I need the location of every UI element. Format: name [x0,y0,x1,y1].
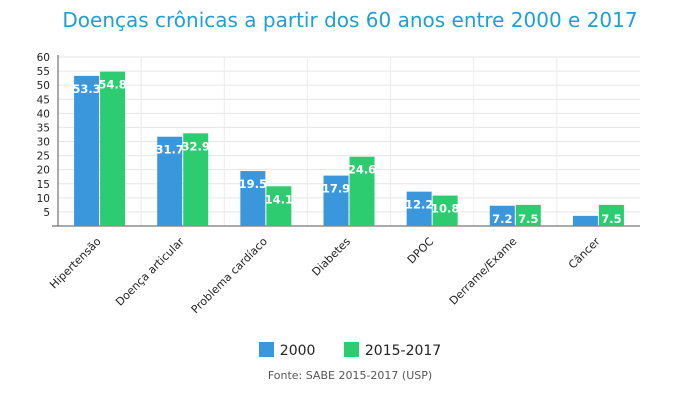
legend: 2000 2015-2017 [0,342,700,359]
x-tick-label: Doença articular [113,235,187,309]
bar-2000[interactable] [406,191,432,226]
data-label: 7.5 [601,212,621,226]
data-label: 12.2 [405,198,433,212]
bars [74,71,624,226]
x-tick-label: Hipertensão [47,235,104,292]
y-tick-label: 40 [37,108,50,120]
data-label: 53.3 [72,82,100,96]
data-label: 14.1 [265,192,293,206]
y-tick-label: 45 [37,94,50,106]
y-tick-label: 30 [37,137,50,149]
legend-label-2015-2017: 2015-2017 [364,343,442,359]
legend-swatch-2015-2017 [343,342,359,357]
x-tick-label: Câncer [566,235,603,272]
y-tick-label: 55 [37,66,50,78]
bar-2015-2017[interactable] [266,186,292,226]
bar-2015-2017[interactable] [432,195,458,226]
data-label: 19.5 [239,177,267,191]
data-label: 31.7 [156,143,184,157]
bar-2000[interactable] [572,215,598,226]
legend-item-2000[interactable]: 2000 [258,342,316,359]
y-tick-label: 50 [37,80,50,92]
bar-2000[interactable] [489,205,515,226]
bar-2000[interactable] [157,136,183,226]
source-note: Fonte: SABE 2015-2017 (USP) [267,369,433,382]
bar-2015-2017[interactable] [183,133,209,226]
bar-2015-2017[interactable] [100,71,126,226]
legend-item-2015-2017[interactable]: 2015-2017 [343,342,442,359]
grid-lines [58,56,640,226]
data-label: 32.9 [182,139,210,153]
y-tick-label: 10 [37,193,50,205]
bar-2015-2017[interactable] [515,204,541,226]
data-label: 7.2 [492,212,512,226]
y-tick-label: 5 [43,207,50,219]
bar-2000[interactable] [74,75,100,226]
legend-label-2000: 2000 [279,343,316,359]
x-tick-label: Diabetes [309,235,353,279]
x-tick-label: Derrame/Exame [447,235,520,308]
data-label: 10.8 [431,202,459,216]
y-tick-label: 15 [37,179,50,191]
chart-title: Doenças crônicas a partir dos 60 anos en… [62,8,638,32]
bar-2015-2017[interactable] [349,156,375,226]
y-tick-label: 35 [37,122,50,134]
data-label: 17.9 [322,182,350,196]
x-tick-label: DPOC [405,235,437,267]
y-tick-label: 20 [37,165,50,177]
data-labels: 53.354.8 31.732.9 19.514.1 17.9 24.6 12.210.8… [72,78,621,226]
bar-2015-2017[interactable] [598,204,624,226]
data-label: 7.5 [518,212,538,226]
bar-2000[interactable] [240,171,266,226]
legend-swatch-2000 [258,342,274,357]
x-tick-label: Problema cardíaco [189,235,270,316]
data-label: 54.8 [98,78,126,92]
y-tick-label: 25 [37,151,50,163]
bar-2000[interactable] [323,175,349,226]
data-label: 24.6 [348,163,376,177]
x-axis-labels: Hipertensão Doença articular Problema card… [47,235,603,317]
y-tick-label: 60 [37,52,50,64]
